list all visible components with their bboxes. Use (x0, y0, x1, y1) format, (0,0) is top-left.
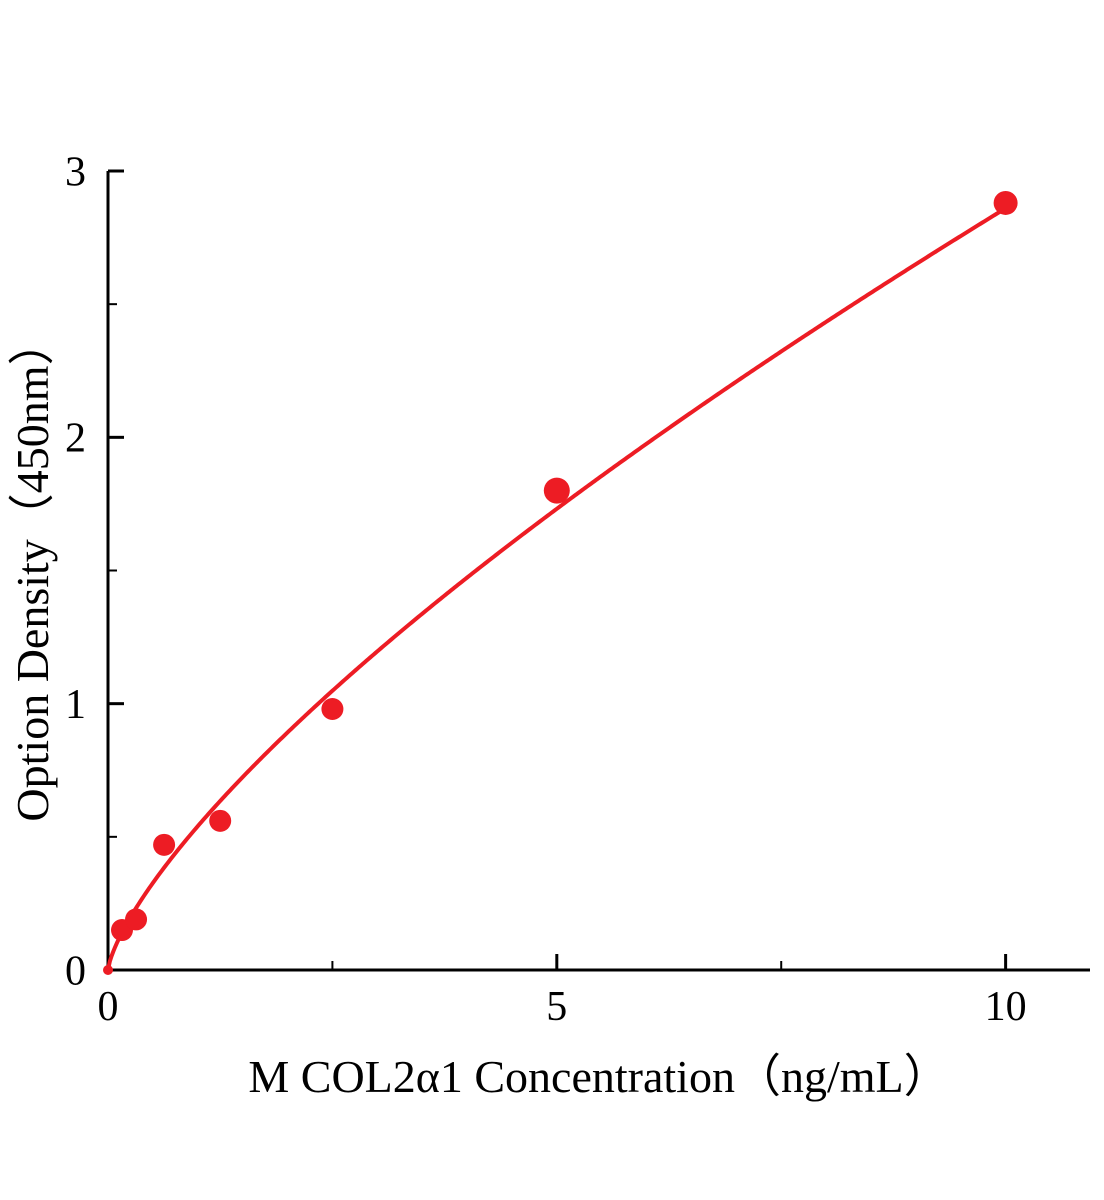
data-point (209, 809, 232, 832)
x-tick-label: 0 (98, 984, 119, 1030)
data-point (543, 477, 570, 504)
y-tick-label: 1 (65, 682, 86, 728)
x-tick-label: 5 (546, 984, 567, 1030)
y-tick-label: 2 (65, 416, 86, 462)
data-point (153, 833, 176, 856)
x-axis-label: M COL2α1 Concentration（ng/mL） (248, 1051, 949, 1102)
y-tick-label: 0 (65, 948, 86, 994)
data-point (125, 908, 148, 931)
y-tick-label: 3 (65, 149, 86, 195)
fit-curve (106, 206, 1008, 972)
data-point (993, 190, 1018, 215)
data-point (321, 697, 344, 720)
x-tick-label: 10 (985, 984, 1027, 1030)
y-axis-label: Option Density（450nm） (7, 319, 58, 821)
data-point (103, 965, 113, 975)
